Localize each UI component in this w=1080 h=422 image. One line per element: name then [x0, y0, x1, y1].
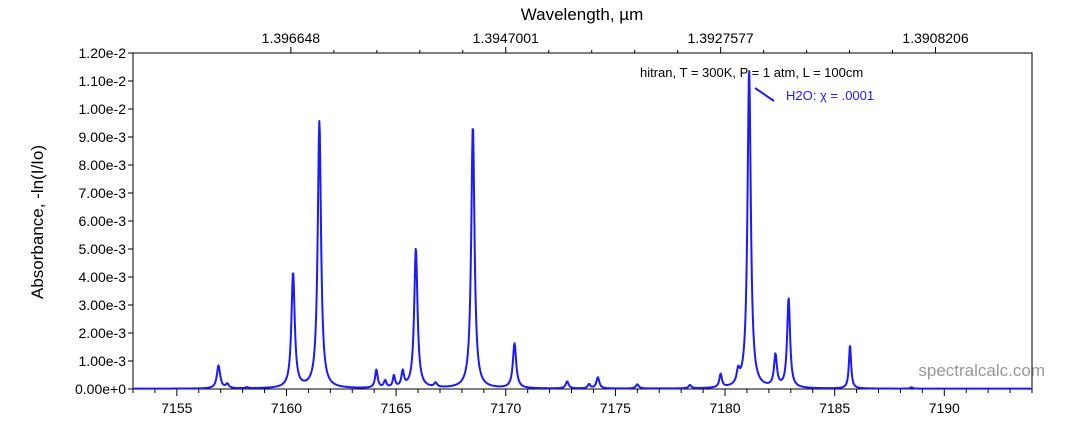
plot-frame — [132, 52, 1033, 390]
y-axis-title: Absorbance, -ln(I/Io) — [28, 145, 47, 299]
legend: H2O: χ = .0001 — [754, 87, 874, 103]
y-tick-label: 4.00e-3 — [79, 269, 127, 285]
x-axis: 7155 7160 7165 7170 7175 7180 7185 7190 — [132, 389, 1033, 416]
top-axis: 1.396648 1.3947001 1.3927577 1.3908206 — [262, 30, 969, 53]
x-tick-label: 7170 — [490, 400, 521, 416]
chart-annotation: hitran, T = 300K, P = 1 atm, L = 100cm — [640, 65, 863, 80]
top-tick-label: 1.3908206 — [902, 30, 968, 46]
legend-swatch — [754, 87, 775, 102]
top-axis-title: Wavelength, µm — [521, 5, 644, 24]
x-tick-label: 7155 — [161, 400, 192, 416]
y-axis: 0.00e+0 1.00e-3 2.00e-3 3.00e-3 4.00e-3 5.00e… — [75, 45, 133, 397]
x-tick-label: 7175 — [600, 400, 631, 416]
y-tick-label: 6.00e-3 — [79, 213, 127, 229]
x-tick-label: 7160 — [271, 400, 302, 416]
y-tick-label: 0.00e+0 — [75, 381, 126, 397]
y-tick-label: 7.00e-3 — [79, 185, 127, 201]
y-tick-label: 1.00e-3 — [79, 353, 127, 369]
x-tick-label: 7190 — [929, 400, 960, 416]
top-tick-label: 1.3927577 — [688, 30, 754, 46]
top-tick-label: 1.3947001 — [473, 30, 539, 46]
x-tick-label: 7165 — [381, 400, 412, 416]
legend-label: H2O: χ = .0001 — [786, 88, 874, 103]
y-tick-label: 5.00e-3 — [79, 241, 127, 257]
y-tick-label: 2.00e-3 — [79, 325, 127, 341]
top-tick-label: 1.396648 — [262, 30, 321, 46]
x-tick-label: 7185 — [819, 400, 850, 416]
y-tick-label: 1.20e-2 — [79, 45, 127, 61]
plot-border — [132, 52, 1033, 390]
x-tick-label: 7180 — [709, 400, 740, 416]
watermark: spectralcalc.com — [918, 361, 1045, 380]
y-tick-label: 1.10e-2 — [79, 73, 127, 89]
series-group — [132, 70, 1033, 390]
y-tick-label: 3.00e-3 — [79, 297, 127, 313]
y-tick-label: 1.00e-2 — [79, 101, 127, 117]
y-tick-label: 8.00e-3 — [79, 157, 127, 173]
y-tick-label: 9.00e-3 — [79, 129, 127, 145]
absorbance-line — [132, 70, 1033, 390]
